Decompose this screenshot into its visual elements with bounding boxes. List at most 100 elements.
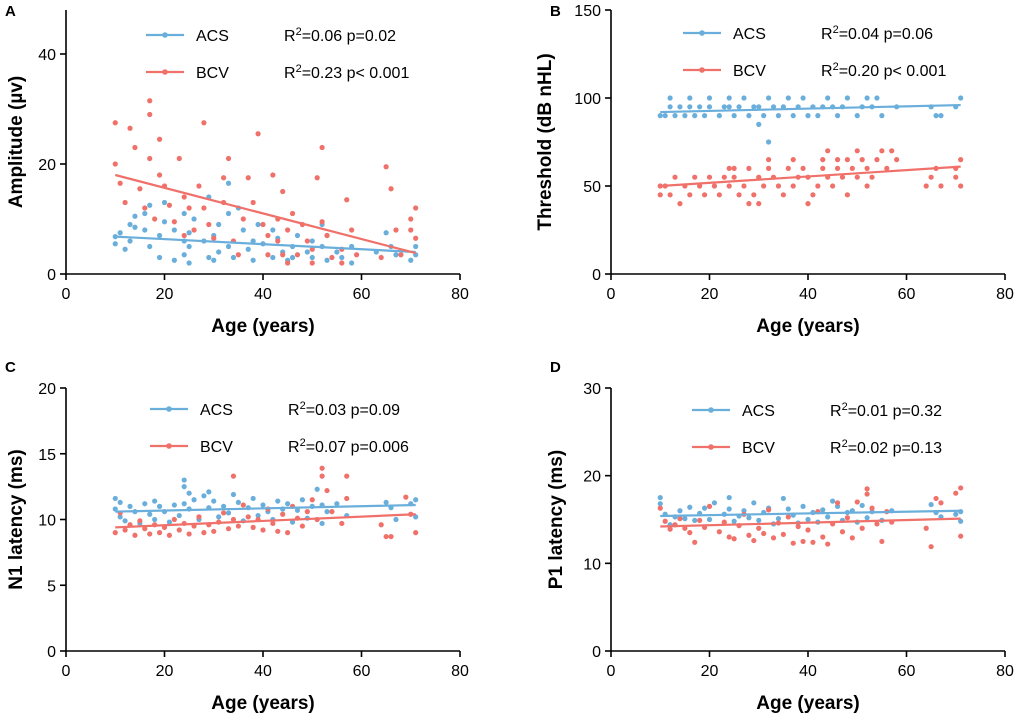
data-point: [810, 192, 816, 198]
data-point: [329, 254, 335, 261]
data-point: [250, 524, 256, 530]
data-point: [805, 201, 811, 207]
data-point: [216, 221, 222, 228]
panel-label: C: [5, 359, 16, 376]
data-point: [716, 192, 722, 198]
data-point: [171, 219, 177, 225]
data-point: [112, 506, 118, 512]
data-point: [255, 221, 261, 228]
data-point: [731, 536, 737, 542]
data-point: [309, 260, 315, 266]
data-point: [383, 533, 389, 540]
data-point: [206, 254, 212, 261]
data-point: [785, 514, 791, 520]
data-point: [672, 113, 678, 119]
data-point: [250, 199, 256, 206]
data-point: [245, 175, 251, 181]
data-point: [869, 174, 875, 180]
x-tick-label: 80: [996, 663, 1014, 680]
y-tick-label: 30: [583, 381, 601, 398]
data-point: [186, 243, 192, 250]
data-point: [682, 113, 688, 119]
data-point: [933, 495, 939, 502]
data-point: [677, 104, 683, 110]
data-point: [186, 531, 192, 537]
data-point: [413, 530, 419, 536]
data-point: [736, 104, 742, 110]
data-point: [408, 257, 414, 263]
data-point: [289, 254, 296, 261]
data-point: [294, 252, 301, 258]
data-point: [657, 501, 663, 507]
data-point: [864, 183, 870, 189]
data-point: [161, 219, 168, 225]
data-point: [156, 530, 163, 536]
data-point: [413, 205, 419, 211]
data-point: [270, 227, 276, 233]
legend-swatch-marker: [166, 406, 172, 412]
data-point: [142, 205, 148, 211]
data-point: [122, 527, 128, 533]
data-point: [299, 497, 305, 503]
data-point: [221, 503, 227, 509]
data-point: [408, 216, 414, 222]
data-point: [344, 473, 350, 479]
series-bcv: [112, 465, 419, 540]
data-point: [171, 227, 177, 233]
data-point: [339, 260, 345, 266]
data-point: [240, 502, 246, 508]
data-point: [393, 227, 399, 233]
data-point: [687, 104, 693, 110]
legend-stat: R2=0.06 p=0.02: [284, 26, 396, 45]
x-tick-label: 80: [996, 286, 1014, 303]
data-point: [928, 544, 934, 550]
data-point: [408, 227, 414, 233]
data-point: [270, 520, 276, 527]
data-point: [260, 502, 266, 508]
data-point: [235, 252, 241, 258]
x-axis-title: Age (years): [756, 316, 860, 337]
data-point: [770, 104, 777, 110]
data-point: [235, 499, 241, 506]
data-point: [132, 213, 138, 219]
data-point: [790, 183, 796, 189]
data-point: [181, 232, 187, 239]
data-point: [761, 530, 767, 537]
data-point: [413, 243, 419, 250]
data-point: [726, 494, 732, 501]
data-point: [766, 165, 772, 171]
data-point: [176, 155, 182, 162]
chart-panel-a: A 0 20 40 60 80 0 20 40 Age (years) Amplitude (µv)…: [5, 3, 469, 337]
series-bcv: [112, 98, 419, 266]
data-point: [304, 509, 310, 515]
data-point: [383, 164, 389, 170]
data-point: [171, 516, 177, 523]
data-point: [285, 260, 291, 266]
data-point: [250, 257, 256, 263]
data-point: [339, 520, 345, 527]
data-point: [314, 486, 320, 492]
data-point: [864, 491, 870, 497]
data-point: [324, 257, 330, 263]
data-point: [156, 172, 163, 178]
data-point: [751, 537, 757, 544]
data-point: [785, 506, 791, 512]
chart-panel-d: D 0 20 40 60 80 0 10 20 30 Age (years) P1 latency (…: [546, 359, 1014, 714]
data-point: [112, 161, 118, 167]
legend-label: ACS: [742, 403, 775, 420]
data-point: [790, 540, 796, 546]
data-point: [142, 210, 148, 217]
data-point: [156, 232, 163, 239]
data-point: [780, 192, 786, 198]
data-point: [275, 528, 281, 534]
fit-line-acs: [660, 103, 961, 114]
data-point: [201, 493, 207, 499]
data-point: [820, 165, 826, 171]
data-point: [834, 500, 841, 506]
data-point: [879, 538, 885, 545]
data-point: [235, 523, 241, 529]
y-tick-label: 0: [47, 644, 56, 661]
data-point: [849, 535, 855, 541]
data-point: [280, 511, 286, 517]
data-point: [117, 180, 123, 186]
